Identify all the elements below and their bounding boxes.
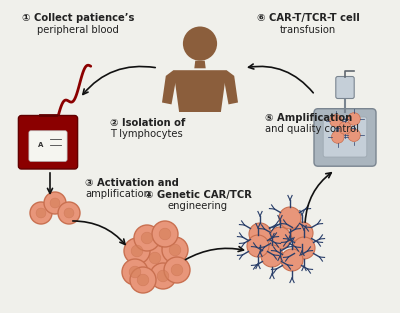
Circle shape: [159, 228, 171, 240]
Polygon shape: [174, 70, 226, 112]
Text: engineering: engineering: [168, 201, 228, 211]
Circle shape: [330, 115, 342, 127]
Text: ③ Activation and: ③ Activation and: [85, 178, 179, 188]
Circle shape: [279, 207, 301, 229]
Circle shape: [124, 238, 150, 264]
Polygon shape: [162, 70, 179, 105]
Circle shape: [339, 122, 351, 134]
Circle shape: [44, 192, 66, 214]
FancyBboxPatch shape: [29, 131, 67, 161]
Circle shape: [249, 223, 271, 245]
Circle shape: [142, 245, 168, 271]
Circle shape: [169, 244, 181, 256]
FancyBboxPatch shape: [323, 117, 367, 157]
Polygon shape: [221, 70, 238, 105]
Circle shape: [332, 131, 344, 143]
FancyBboxPatch shape: [336, 76, 354, 99]
Circle shape: [291, 222, 313, 244]
Circle shape: [36, 208, 46, 218]
Circle shape: [130, 267, 156, 293]
FancyBboxPatch shape: [314, 109, 376, 166]
Text: T lymphocytes: T lymphocytes: [110, 129, 183, 139]
Circle shape: [137, 274, 149, 286]
Circle shape: [150, 263, 176, 289]
Circle shape: [122, 259, 148, 285]
Circle shape: [247, 235, 269, 257]
Circle shape: [129, 266, 141, 278]
Circle shape: [164, 257, 190, 283]
Circle shape: [134, 225, 160, 251]
Circle shape: [149, 252, 161, 264]
Circle shape: [183, 27, 217, 61]
Text: ④ Genetic CAR/TCR: ④ Genetic CAR/TCR: [144, 190, 252, 200]
Circle shape: [152, 221, 178, 247]
Circle shape: [281, 249, 303, 271]
Circle shape: [50, 198, 60, 208]
Circle shape: [348, 113, 360, 125]
Circle shape: [293, 237, 315, 259]
Circle shape: [171, 264, 183, 276]
Circle shape: [348, 129, 360, 141]
Text: peripheral blood: peripheral blood: [37, 25, 119, 35]
Circle shape: [30, 202, 52, 224]
Circle shape: [141, 232, 153, 244]
Circle shape: [64, 208, 74, 218]
Circle shape: [58, 202, 80, 224]
Text: ⑥ CAR-T/TCR-T cell: ⑥ CAR-T/TCR-T cell: [257, 13, 359, 23]
Text: A: A: [38, 142, 43, 148]
Circle shape: [157, 270, 169, 282]
Text: amplification: amplification: [85, 189, 150, 199]
Text: transfusion: transfusion: [280, 25, 336, 35]
Polygon shape: [194, 61, 206, 68]
Circle shape: [131, 245, 143, 257]
Text: and quality control: and quality control: [265, 124, 359, 134]
Circle shape: [269, 227, 291, 249]
Circle shape: [261, 245, 283, 267]
Text: ⑤ Amplification: ⑤ Amplification: [265, 113, 352, 123]
Circle shape: [162, 237, 188, 263]
Text: ① Collect patience’s: ① Collect patience’s: [22, 13, 134, 23]
Text: ② Isolation of: ② Isolation of: [110, 118, 185, 128]
FancyBboxPatch shape: [18, 115, 78, 169]
